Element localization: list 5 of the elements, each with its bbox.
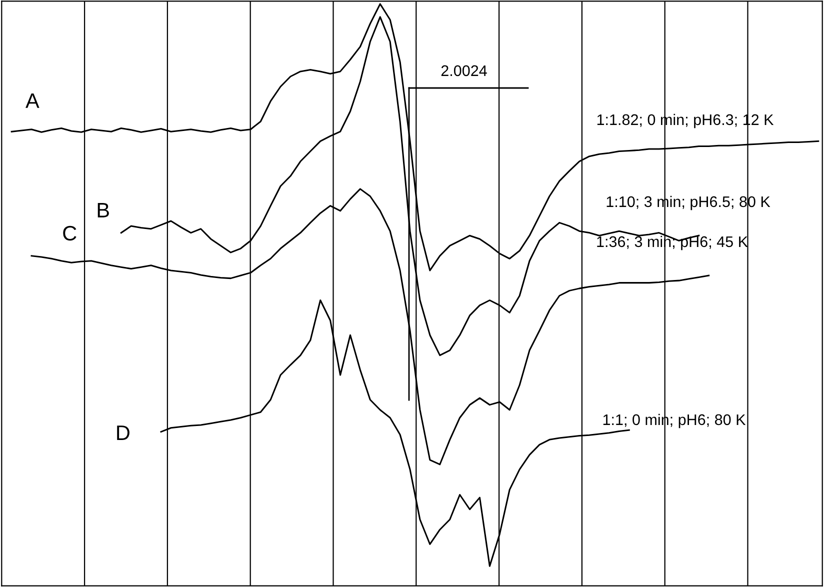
series-label: D xyxy=(117,426,130,440)
annotation: 2.0024 xyxy=(441,65,487,76)
series-label: C xyxy=(63,226,76,241)
series-label: A xyxy=(26,93,40,108)
series-label: B xyxy=(98,203,109,218)
